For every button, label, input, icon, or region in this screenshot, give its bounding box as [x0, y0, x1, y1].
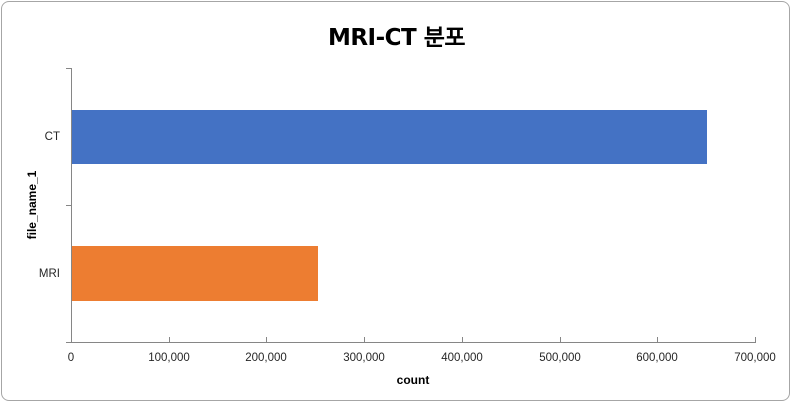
x-axis-label: count — [396, 373, 430, 387]
x-axis-tick — [169, 337, 170, 343]
x-axis-tick — [560, 337, 561, 343]
x-axis-tick-label: 600,000 — [636, 352, 678, 364]
bar-mri[interactable] — [72, 246, 318, 301]
y-axis-tick — [66, 68, 72, 69]
category-label-ct: CT — [44, 131, 60, 143]
bar-ct[interactable] — [72, 110, 707, 164]
y-axis-tick — [66, 342, 72, 343]
x-axis-tick — [266, 337, 267, 343]
x-axis-tick-label: 400,000 — [441, 352, 483, 364]
x-axis-tick-label: 700,000 — [734, 352, 776, 364]
x-axis-tick-label: 300,000 — [343, 352, 385, 364]
x-axis-line — [71, 342, 756, 343]
x-axis-tick — [71, 337, 72, 343]
x-axis-tick-label: 100,000 — [148, 352, 190, 364]
x-axis-tick-label: 500,000 — [539, 352, 581, 364]
x-axis-tick — [462, 337, 463, 343]
category-label-mri: MRI — [38, 268, 60, 280]
chart-title: MRI-CT 분포 — [327, 25, 466, 51]
y-axis-label: file_name_1 — [25, 170, 39, 240]
x-axis-tick — [755, 337, 756, 343]
x-axis-tick-label: 0 — [67, 352, 75, 364]
y-axis-tick — [66, 205, 72, 206]
x-axis-tick-label: 200,000 — [245, 352, 287, 364]
x-axis-tick — [364, 337, 365, 343]
x-axis-tick — [657, 337, 658, 343]
